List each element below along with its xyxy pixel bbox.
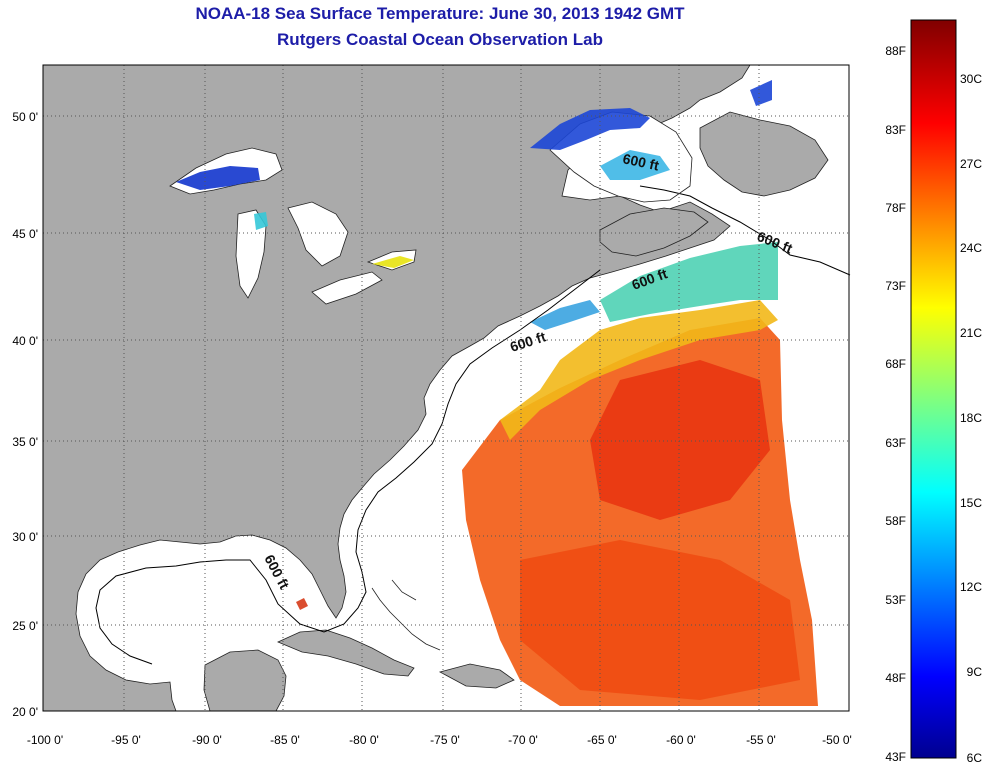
sst-lake-superior xyxy=(176,166,260,190)
colorbar-label-f: 58F xyxy=(885,514,906,528)
sst-gulf-st-lawrence-mid xyxy=(600,150,670,180)
lon-tick-label: -55 0' xyxy=(746,733,776,747)
colorbar-celsius-labels: 30C 27C 24C 21C 18C 15C 12C 9C 6C xyxy=(960,72,982,765)
land-north-america xyxy=(43,65,751,711)
sst-swath-lower xyxy=(520,540,800,700)
land-nova-scotia xyxy=(599,207,709,257)
sst-gulf-st-lawrence-cold xyxy=(530,108,650,150)
temperature-colorbar xyxy=(910,19,957,759)
isobath-600ft xyxy=(95,185,851,665)
colorbar-label-f: 78F xyxy=(885,201,906,215)
sst-labrador-cold xyxy=(750,80,772,106)
colorbar-label-f: 68F xyxy=(885,357,906,371)
colorbar-label-f: 53F xyxy=(885,593,906,607)
lat-tick-label: 20 0' xyxy=(12,705,38,719)
sst-swath-cool xyxy=(600,242,778,322)
lon-tick-label: -95 0' xyxy=(111,733,141,747)
land-hispaniola xyxy=(438,663,515,689)
colorbar-fahrenheit-labels: 88F 83F 78F 73F 68F 63F 58F 53F 48F 43F xyxy=(885,44,906,764)
colorbar-label-c: 9C xyxy=(967,665,983,679)
lon-tick-label: -80 0' xyxy=(349,733,379,747)
map-title: NOAA-18 Sea Surface Temperature: June 30… xyxy=(195,4,685,23)
colorbar-label-f: 48F xyxy=(885,671,906,685)
sst-florida-keys xyxy=(296,598,308,610)
map-frame xyxy=(42,64,850,712)
colorbar-label-c: 21C xyxy=(960,326,982,340)
land-newfoundland xyxy=(699,111,829,197)
sst-lake-michigan-north xyxy=(254,212,268,230)
lat-tick-label: 50 0' xyxy=(12,110,38,124)
lon-tick-label: -70 0' xyxy=(508,733,538,747)
sst-shelf-cold xyxy=(530,300,600,330)
lon-tick-label: -85 0' xyxy=(270,733,300,747)
land-yucatan xyxy=(203,649,287,711)
lon-tick-label: -65 0' xyxy=(587,733,617,747)
colorbar-label-f: 88F xyxy=(885,44,906,58)
lon-tick-label: -75 0' xyxy=(430,733,460,747)
lat-tick-label: 40 0' xyxy=(12,334,38,348)
lat-tick-label: 30 0' xyxy=(12,530,38,544)
lon-tick-label: -50 0' xyxy=(822,733,852,747)
lon-tick-label: -60 0' xyxy=(666,733,696,747)
colorbar-label-c: 18C xyxy=(960,411,982,425)
colorbar-label-f: 63F xyxy=(885,436,906,450)
sst-lake-erie xyxy=(372,256,414,268)
colorbar-label-f: 43F xyxy=(885,750,906,764)
lat-tick-label: 45 0' xyxy=(12,227,38,241)
sst-swath-hot xyxy=(590,360,770,520)
lat-tick-label: 35 0' xyxy=(12,435,38,449)
isobath-label-gulf-st-lawrence: 600 ft xyxy=(621,150,660,173)
lake-erie xyxy=(311,271,383,305)
latitude-axis: 20 0' 25 0' 30 0' 35 0' 40 0' 45 0' 50 0… xyxy=(12,110,38,719)
colorbar-label-c: 30C xyxy=(960,72,982,86)
colorbar-label-c: 15C xyxy=(960,496,982,510)
land-bahamas xyxy=(371,579,441,651)
longitude-axis: -100 0' -95 0' -90 0' -85 0' -80 0' -75 … xyxy=(27,733,852,747)
map-subtitle: Rutgers Coastal Ocean Observation Lab xyxy=(277,30,603,49)
colorbar-label-c: 12C xyxy=(960,580,982,594)
lon-tick-label: -100 0' xyxy=(27,733,63,747)
colorbar-label-c: 24C xyxy=(960,241,982,255)
lon-tick-label: -90 0' xyxy=(192,733,222,747)
lat-tick-label: 25 0' xyxy=(12,619,38,633)
colorbar-label-f: 83F xyxy=(885,123,906,137)
colorbar-label-c: 27C xyxy=(960,157,982,171)
lake-huron xyxy=(287,201,349,267)
sst-swath-transition xyxy=(500,300,778,440)
colorbar-label-f: 73F xyxy=(885,279,906,293)
land-cuba xyxy=(276,629,415,677)
colorbar-label-c: 6C xyxy=(967,751,983,765)
